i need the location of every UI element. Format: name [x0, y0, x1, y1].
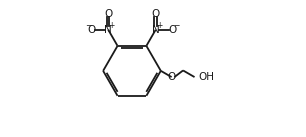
- Text: +: +: [156, 21, 162, 30]
- Text: +: +: [108, 21, 115, 30]
- Text: −: −: [85, 21, 91, 30]
- Text: O: O: [104, 9, 112, 19]
- Text: OH: OH: [198, 72, 214, 82]
- Text: O: O: [151, 9, 160, 19]
- Text: O: O: [88, 25, 96, 35]
- Text: −: −: [173, 21, 179, 30]
- Text: N: N: [104, 25, 112, 35]
- Text: O: O: [167, 72, 176, 82]
- Text: O: O: [168, 25, 176, 35]
- Text: N: N: [152, 25, 160, 35]
